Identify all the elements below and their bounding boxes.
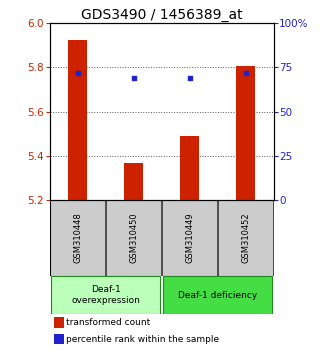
Text: Deaf-1
overexpression: Deaf-1 overexpression	[71, 285, 140, 305]
Point	[187, 75, 192, 81]
Point	[131, 75, 136, 81]
Bar	[219, 200, 273, 276]
Text: percentile rank within the sample: percentile rank within the sample	[67, 335, 220, 343]
Bar	[68, 40, 87, 200]
Text: GSM310448: GSM310448	[73, 213, 82, 263]
Bar	[54, 334, 64, 344]
Text: transformed count: transformed count	[67, 318, 151, 327]
Bar	[124, 162, 143, 200]
Bar	[54, 317, 64, 328]
Bar	[163, 276, 273, 314]
Point	[75, 70, 80, 75]
Bar	[180, 136, 199, 200]
Text: GSM310449: GSM310449	[185, 213, 194, 263]
Text: GSM310450: GSM310450	[129, 213, 138, 263]
Text: Deaf-1 deficiency: Deaf-1 deficiency	[178, 291, 257, 299]
Bar	[163, 200, 217, 276]
Bar	[107, 200, 161, 276]
Title: GDS3490 / 1456389_at: GDS3490 / 1456389_at	[81, 8, 243, 22]
Bar	[51, 200, 105, 276]
Bar	[51, 276, 161, 314]
Point	[243, 70, 248, 75]
Text: GSM310452: GSM310452	[241, 213, 250, 263]
Bar	[236, 66, 255, 200]
